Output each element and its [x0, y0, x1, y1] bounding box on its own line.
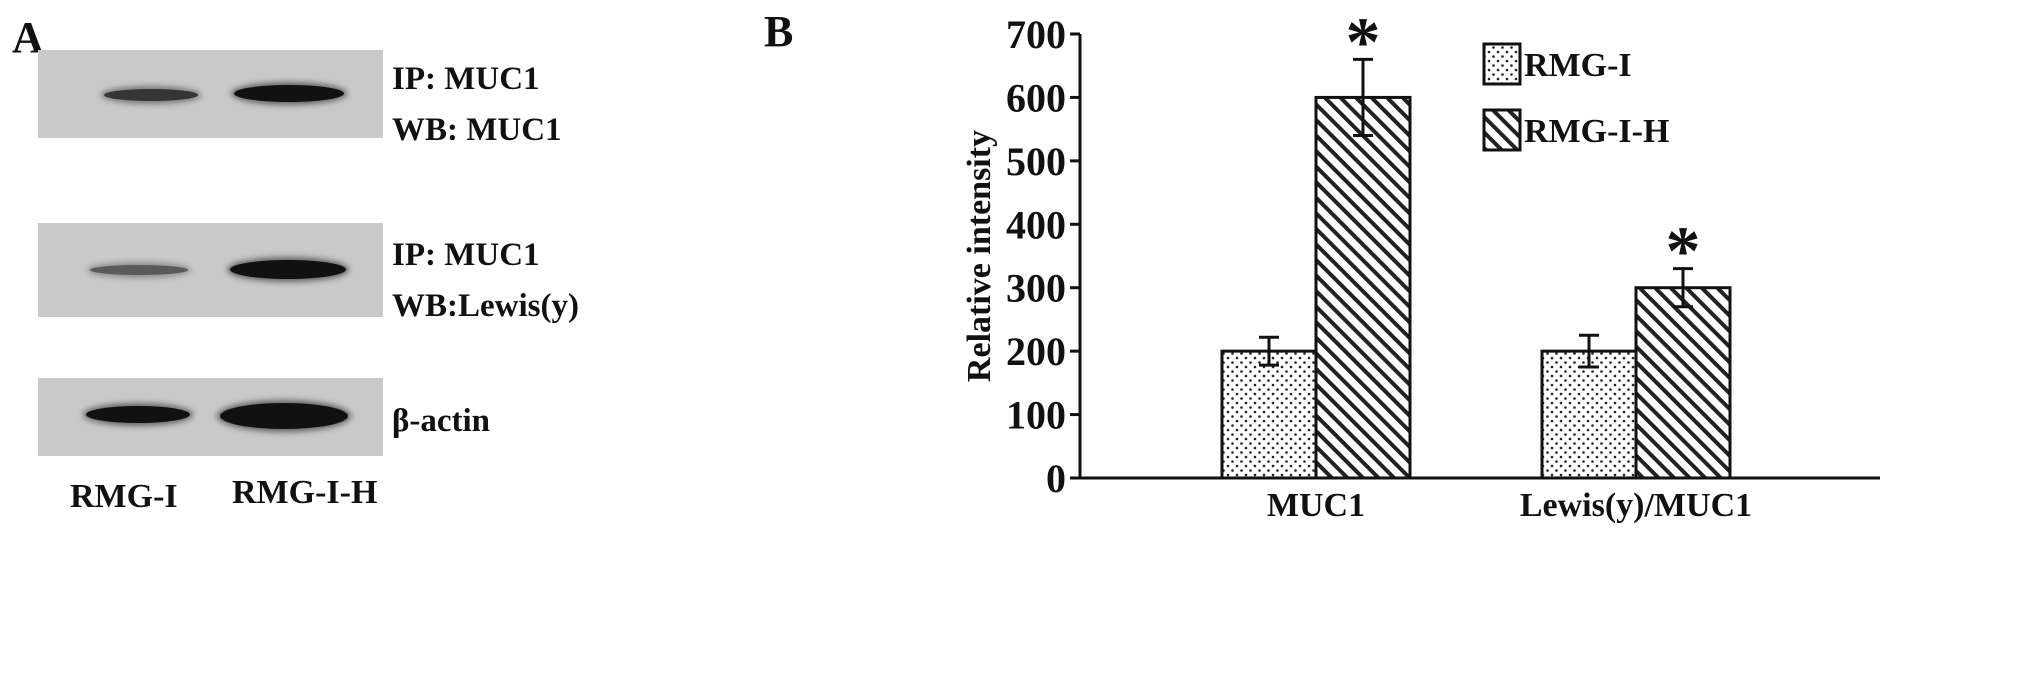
bar-rmg-i-0 [1220, 349, 1318, 480]
blot-lewis-y [38, 223, 383, 317]
significance-marker: * [1666, 214, 1701, 291]
lane-label-rmg-i: RMG-I [70, 478, 178, 515]
bar-rmg-i-1 [1540, 349, 1638, 480]
band-rmg-i-h [234, 85, 344, 102]
significance-marker: * [1346, 4, 1381, 81]
y-tick-label: 300 [1006, 266, 1066, 311]
band-rmg-i-h [230, 260, 346, 279]
x-tick-label: MUC1 [1267, 487, 1365, 524]
blot-muc1 [38, 50, 383, 138]
legend-swatch-rmg-i-h [1482, 108, 1522, 152]
y-tick-label: 100 [1006, 393, 1066, 438]
y-tick-label: 600 [1006, 75, 1066, 120]
band-rmg-i [104, 89, 198, 101]
bar-rmg-i-h-1 [1634, 286, 1732, 480]
y-tick-label: 0 [1046, 456, 1066, 501]
band-rmg-i-h [220, 403, 348, 429]
legend-swatch-rmg-i [1482, 42, 1522, 86]
y-tick-label: 200 [1006, 329, 1066, 374]
blot-label-muc1: IP: MUC1 WB: MUC1 [392, 61, 562, 149]
legend-label-rmg-i-h: RMG-I-H [1524, 113, 1669, 150]
y-tick-label: 700 [1006, 12, 1066, 57]
panel-b-letter: B [764, 7, 794, 56]
legend-label-rmg-i: RMG-I [1524, 47, 1632, 84]
blot-beta-actin [38, 378, 383, 456]
y-axis-label: Relative intensity [961, 130, 998, 382]
bar-rmg-i-h-0 [1314, 95, 1412, 480]
y-tick-label: 500 [1006, 139, 1066, 184]
bar-chart: 0 100 200 300 400 500 600 700 Relative intensity… [961, 4, 1880, 524]
band-rmg-i [86, 406, 190, 423]
blot-label-beta-actin: β-actin [392, 403, 491, 439]
blot-label-lewis-y: IP: MUC1 WB:Lewis(y) [392, 237, 579, 325]
y-tick-label: 400 [1006, 202, 1066, 247]
band-rmg-i [90, 265, 188, 275]
lane-label-rmg-i-h: RMG-I-H [232, 474, 378, 511]
x-tick-label: Lewis(y)/MUC1 [1520, 487, 1752, 524]
